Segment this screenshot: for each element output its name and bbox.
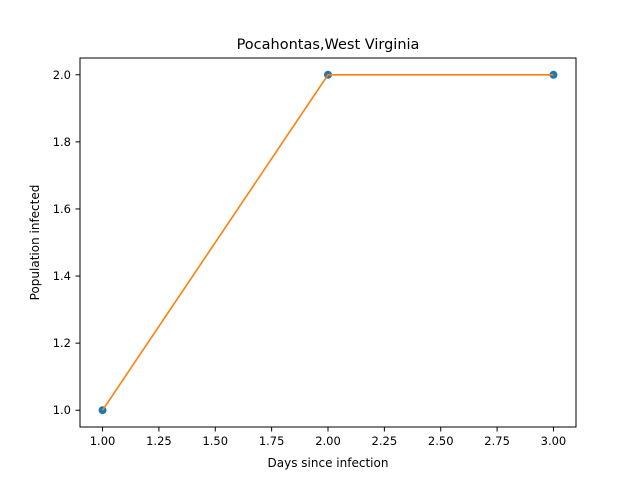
x-tick-label: 2.75	[484, 434, 510, 448]
y-tick-label: 1.4	[53, 269, 71, 283]
plot-layer	[98, 70, 558, 415]
x-axis-label: Days since infection	[268, 456, 389, 470]
x-tick-label: 2.00	[315, 434, 341, 448]
x-tick-label: 2.25	[372, 434, 398, 448]
series-line	[101, 73, 554, 411]
y-axis-label: Population infected	[28, 185, 42, 301]
x-tick-label: 1.75	[259, 434, 285, 448]
x-tick-label: 1.00	[90, 434, 116, 448]
y-tick-label: 1.2	[53, 336, 71, 350]
y-axis-ticks: 1.0 1.2 1.4 1.6 1.8 2.0	[53, 68, 80, 417]
x-tick-label: 3.00	[541, 434, 567, 448]
x-axis-ticks: 1.00 1.25 1.50 1.75 2.00 2.25 2.50 2.75 3.00	[90, 427, 567, 448]
y-tick-label: 1.0	[53, 403, 71, 417]
y-tick-label: 2.0	[53, 68, 71, 82]
chart-title: Pocahontas,West Virginia	[237, 37, 420, 53]
y-tick-label: 1.6	[53, 202, 71, 216]
x-tick-label: 2.50	[428, 434, 454, 448]
x-tick-label: 1.25	[146, 434, 172, 448]
x-tick-label: 1.50	[202, 434, 228, 448]
y-tick-label: 1.8	[53, 135, 71, 149]
